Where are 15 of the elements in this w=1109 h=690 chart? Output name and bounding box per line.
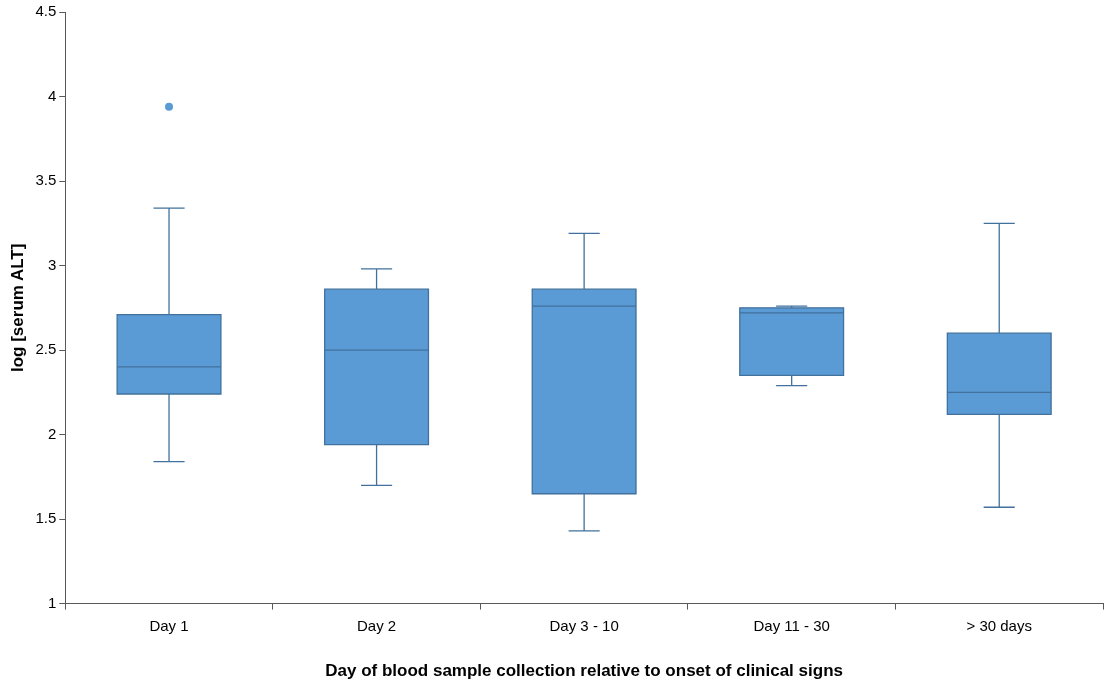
y-tick-label: 3	[47, 255, 57, 273]
y-axis-title: log [serum ALT]	[7, 243, 27, 373]
y-tick-label: 4.5	[35, 2, 57, 20]
y-tick-label: 1	[47, 593, 57, 611]
y-tick-label: 2.5	[35, 340, 57, 358]
x-tick-label: Day 1	[149, 616, 189, 634]
y-tick-label: 1.5	[35, 509, 57, 527]
x-tick-label: > 30 days	[966, 616, 1032, 634]
y-tick-label: 4	[47, 86, 57, 104]
x-tick-label: Day 11 - 30	[753, 616, 830, 634]
x-axis-title: Day of blood sample collection relative to onset of clinical signs	[325, 661, 843, 681]
x-tick-label: Day 2	[356, 616, 397, 634]
x-tick-label: Day 3 - 10	[549, 616, 619, 634]
y-tick-label: 3.5	[35, 171, 57, 189]
y-tick-label: 2	[47, 424, 57, 442]
